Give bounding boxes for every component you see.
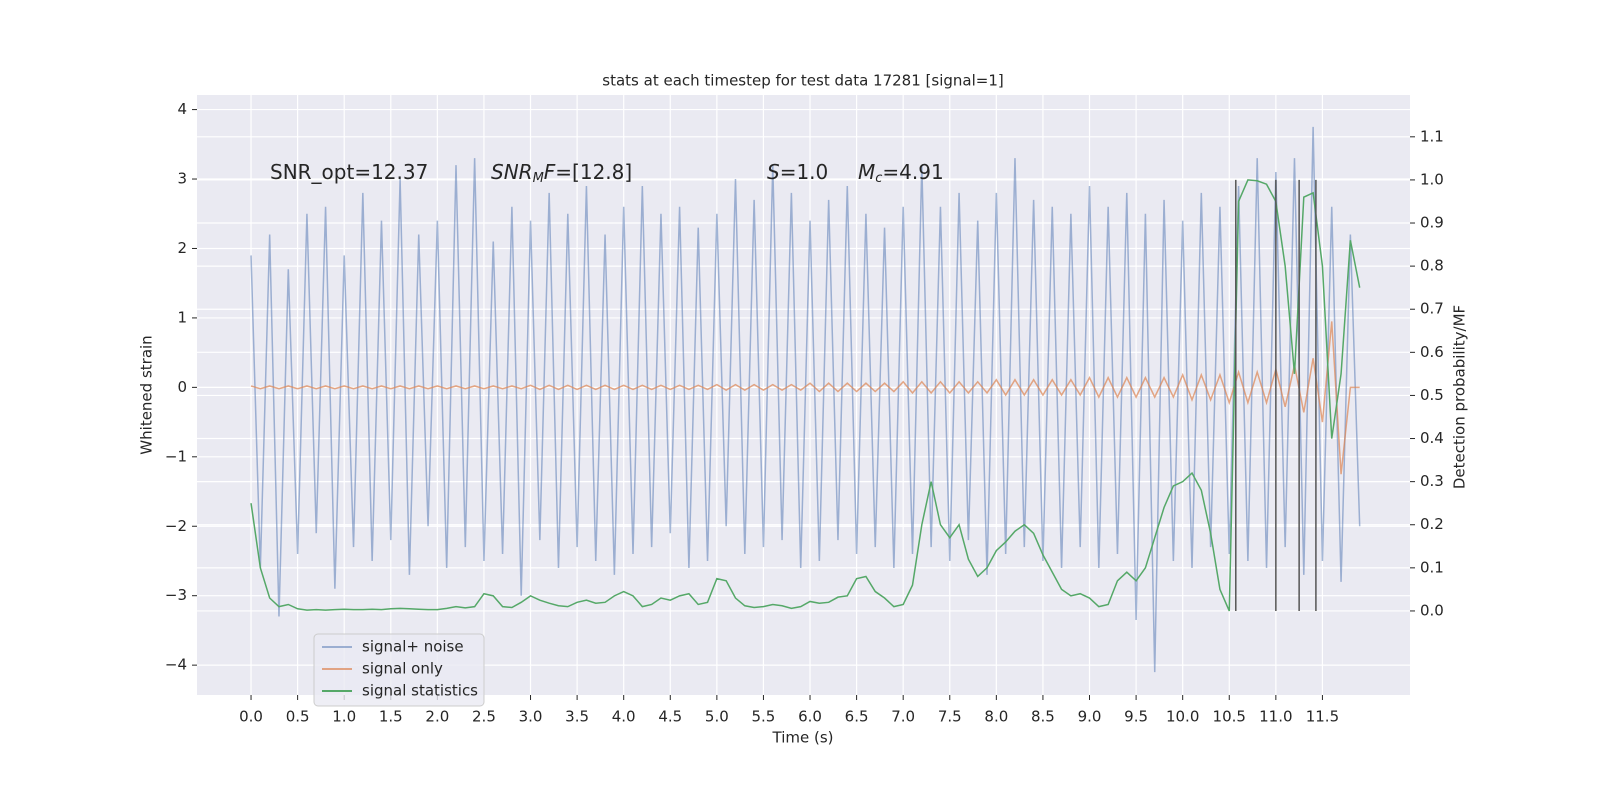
x-tick-label: 10.0 xyxy=(1166,708,1199,726)
legend-label: signal+ noise xyxy=(362,638,464,656)
y-tick-label: 1 xyxy=(177,308,187,326)
x-tick-label: 6.5 xyxy=(845,708,869,726)
x-tick-label: 3.0 xyxy=(519,708,543,726)
series-line xyxy=(250,321,1360,475)
x-tick-label: 11.5 xyxy=(1306,708,1339,726)
x-tick-label: 8.5 xyxy=(1031,708,1055,726)
x-tick-label: 4.5 xyxy=(658,708,682,726)
x-tick-label: 5.5 xyxy=(752,708,776,726)
annotation: S=1.0 xyxy=(767,160,828,184)
annotation: SNRMF=[12.8] xyxy=(491,160,632,186)
y2-axis-label: Detection probability/MF xyxy=(1451,305,1469,489)
y-tick-label: −1 xyxy=(165,447,187,465)
x-tick-label: 10.5 xyxy=(1213,708,1246,726)
annotation-part: =1.0 xyxy=(780,160,829,184)
annotation-part: c xyxy=(875,171,882,186)
y2-tick-label: 0.2 xyxy=(1420,515,1444,533)
y2-tick-label: 0.3 xyxy=(1420,472,1444,490)
x-tick-label: 0.5 xyxy=(286,708,310,726)
chart-title: stats at each timestep for test data 172… xyxy=(602,72,1003,90)
y2-tick-label: 0.1 xyxy=(1420,558,1444,576)
y2-tick-label: 0.4 xyxy=(1420,429,1444,447)
x-tick-label: 11.0 xyxy=(1259,708,1292,726)
x-tick-label: 5.0 xyxy=(705,708,729,726)
annotation-part: =4.91 xyxy=(882,160,943,184)
x-tick-label: 8.0 xyxy=(984,708,1008,726)
x-tick-label: 9.0 xyxy=(1078,708,1102,726)
y-tick-label: 4 xyxy=(177,100,187,118)
x-tick-label: 1.0 xyxy=(332,708,356,726)
y-tick-label: 3 xyxy=(177,170,187,188)
x-tick-label: 3.5 xyxy=(565,708,589,726)
series-line xyxy=(250,126,1361,673)
annotation-part: SNR xyxy=(491,160,533,184)
y2-tick-label: 0.6 xyxy=(1420,343,1444,361)
x-tick-label: 4.0 xyxy=(612,708,636,726)
x-tick-label: 0.0 xyxy=(239,708,263,726)
annotation-part: M xyxy=(858,160,875,184)
annotation-part: F xyxy=(544,160,556,184)
y2-tick-label: 1.0 xyxy=(1420,170,1444,188)
legend-box xyxy=(313,633,485,707)
x-tick-label: 2.0 xyxy=(425,708,449,726)
x-tick-label: 6.0 xyxy=(798,708,822,726)
annotation: Mc=4.91 xyxy=(858,160,944,186)
annotation-part: SNR_opt=12.37 xyxy=(270,160,428,184)
x-tick-label: 1.5 xyxy=(379,708,403,726)
annotation-part: S xyxy=(767,160,780,184)
y-tick-label: 2 xyxy=(177,239,187,257)
annotation-part: =[12.8] xyxy=(555,160,632,184)
y-axis-label: Whitened strain xyxy=(138,335,156,454)
x-tick-label: 9.5 xyxy=(1124,708,1148,726)
x-tick-label: 7.5 xyxy=(938,708,962,726)
y2-tick-label: 0.9 xyxy=(1420,214,1444,232)
legend-label: signal statistics xyxy=(362,682,478,700)
y-tick-label: 0 xyxy=(177,378,187,396)
series-line xyxy=(250,179,1361,612)
annotation: SNR_opt=12.37 xyxy=(270,160,428,184)
y2-tick-label: 0.8 xyxy=(1420,257,1444,275)
x-tick-label: 2.5 xyxy=(472,708,496,726)
annotation-part: M xyxy=(533,171,544,186)
x-tick-label: 7.0 xyxy=(891,708,915,726)
y2-tick-label: 1.1 xyxy=(1420,127,1444,145)
y-tick-label: −3 xyxy=(165,586,187,604)
x-axis-label: Time (s) xyxy=(772,729,834,747)
y2-tick-label: 0.7 xyxy=(1420,300,1444,318)
y2-tick-label: 0.5 xyxy=(1420,386,1444,404)
y-tick-label: −4 xyxy=(165,656,187,674)
legend-label: signal only xyxy=(362,660,443,678)
y-tick-label: −2 xyxy=(165,517,187,535)
y2-tick-label: 0.0 xyxy=(1420,601,1444,619)
